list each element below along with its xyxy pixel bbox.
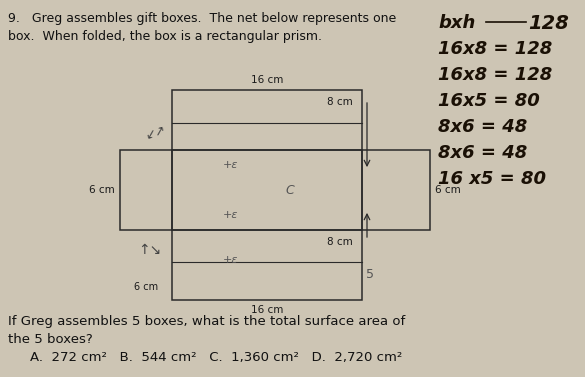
Text: ↙↗: ↙↗	[143, 124, 167, 142]
Text: 16x8 = 128: 16x8 = 128	[438, 66, 552, 84]
Bar	[172, 150, 362, 230]
Text: A.  272 cm²   B.  544 cm²   C.  1,360 cm²   D.  2,720 cm²: A. 272 cm² B. 544 cm² C. 1,360 cm² D. 2,…	[30, 351, 402, 364]
Text: 8 cm: 8 cm	[327, 97, 353, 107]
Text: 9.   Greg assembles gift boxes.  The net below represents one: 9. Greg assembles gift boxes. The net be…	[8, 12, 396, 25]
Bar	[120, 150, 172, 230]
Bar	[362, 150, 430, 230]
Text: 128: 128	[528, 14, 569, 33]
Text: 8x6 = 48: 8x6 = 48	[438, 144, 527, 162]
Text: +ε: +ε	[222, 160, 238, 170]
Text: If Greg assembles 5 boxes, what is the total surface area of: If Greg assembles 5 boxes, what is the t…	[8, 315, 405, 328]
Text: 5: 5	[366, 268, 374, 282]
Bar	[172, 90, 362, 150]
Text: 16 x5 = 80: 16 x5 = 80	[438, 170, 546, 188]
Text: C: C	[285, 184, 294, 196]
Text: 8 cm: 8 cm	[327, 237, 353, 247]
Text: the 5 boxes?: the 5 boxes?	[8, 333, 93, 346]
Text: +ε: +ε	[222, 210, 238, 220]
Text: 6 cm: 6 cm	[90, 185, 115, 195]
Text: 16x8 = 128: 16x8 = 128	[438, 40, 552, 58]
Text: 16 cm: 16 cm	[251, 305, 283, 315]
Text: ↑↘: ↑↘	[139, 243, 161, 257]
Text: 6 cm: 6 cm	[435, 185, 461, 195]
Text: 6 cm: 6 cm	[134, 282, 158, 292]
Text: 16x5 = 80: 16x5 = 80	[438, 92, 540, 110]
Text: 16 cm: 16 cm	[251, 75, 283, 85]
Text: +ε: +ε	[222, 255, 238, 265]
Text: box.  When folded, the box is a rectangular prism.: box. When folded, the box is a rectangul…	[8, 30, 322, 43]
Text: 8x6 = 48: 8x6 = 48	[438, 118, 527, 136]
Text: bxh: bxh	[438, 14, 476, 32]
Bar	[172, 230, 362, 300]
